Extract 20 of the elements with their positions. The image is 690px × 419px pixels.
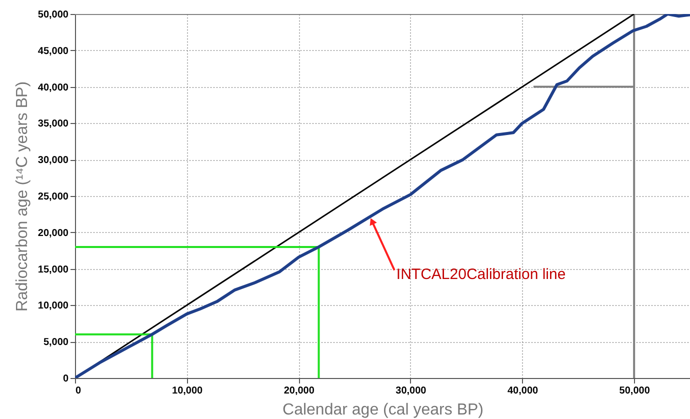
x-tick-label: 20,000: [284, 386, 315, 396]
x-tick-label: 10,000: [172, 386, 204, 396]
annotation: INTCAL20Calibration line: [396, 266, 566, 284]
x-tick-label: 40,000: [507, 386, 538, 396]
y-tick-label: 30,000: [38, 155, 69, 166]
y-tick-label: 20,000: [38, 228, 69, 239]
y-tick-label: 10,000: [38, 300, 69, 312]
y-tick-label: 35,000: [38, 118, 69, 130]
y-tick-label: 0: [62, 374, 69, 384]
y-tick-label: 45,000: [38, 46, 69, 57]
y-tick-label: 40,000: [38, 82, 69, 94]
y-tick-label: 25,000: [38, 192, 69, 202]
x-tick-label: 30,000: [396, 386, 427, 396]
x-tick-label: 50,000: [619, 386, 650, 396]
x-tick-label: 0: [76, 386, 82, 396]
y-tick-label: 15,000: [38, 264, 69, 276]
x-axis-title: Calendar age (cal years BP): [282, 402, 484, 418]
y-tick-label: 5,000: [43, 337, 69, 348]
y-axis-title: Radiocarbon age (¹⁴C years BP): [14, 81, 31, 312]
y-tick-label: 50,000: [38, 10, 69, 20]
